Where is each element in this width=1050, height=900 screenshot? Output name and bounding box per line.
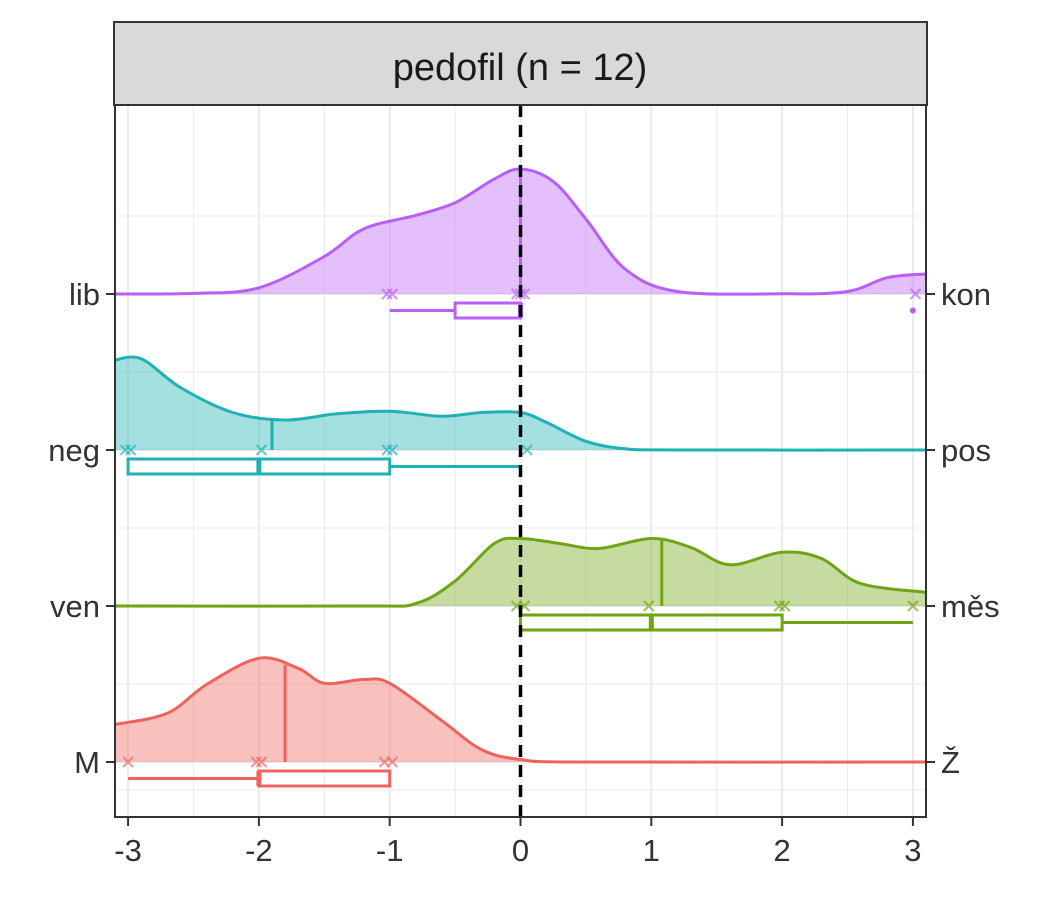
- y-tick-label-right: kon: [941, 277, 991, 312]
- data-point: [778, 600, 791, 612]
- y-tick-label-left: lib: [69, 277, 100, 312]
- y-tick-label-left: neg: [48, 433, 100, 468]
- density-line: [114, 536, 927, 608]
- density-line: [114, 656, 927, 764]
- x-tick-label: -3: [114, 833, 142, 868]
- data-point: [122, 756, 134, 768]
- y-tick-label-left: M: [74, 745, 100, 780]
- x-tick-label: 3: [904, 833, 921, 868]
- data-point: [909, 288, 922, 300]
- x-tick-label: 0: [512, 833, 529, 868]
- panel-strip: [113, 21, 928, 106]
- data-point: [386, 756, 399, 768]
- data-point: [907, 600, 919, 612]
- density-line: [114, 355, 927, 452]
- panel-title: pedofil (n = 12): [393, 47, 648, 89]
- y-tick-label-right: pos: [941, 433, 991, 468]
- y-tick-label-right: Ž: [941, 745, 960, 780]
- x-tick-label: 1: [643, 833, 660, 868]
- ridge-neg: [114, 355, 927, 476]
- box-outlier: [909, 307, 916, 314]
- data-point: [124, 444, 137, 456]
- ridge-M: [114, 656, 927, 788]
- y-tick-label-left: ven: [50, 589, 100, 624]
- data-point: [386, 444, 399, 456]
- y-tick-label-right: měs: [941, 589, 1000, 624]
- data-point: [255, 444, 268, 456]
- x-tick-label: 2: [773, 833, 790, 868]
- x-axis: -3 -2 -1 0 1 2 3: [114, 817, 922, 868]
- y-axis: lib kon neg pos ven měs M Ž: [48, 277, 999, 780]
- density-area: [115, 657, 926, 763]
- density-area: [115, 356, 926, 451]
- x-tick-label: -1: [376, 833, 404, 868]
- data-point: [521, 444, 533, 456]
- data-point: [386, 288, 399, 300]
- data-point: [255, 756, 268, 768]
- x-tick-label: -2: [245, 833, 273, 868]
- data-point: [642, 600, 655, 612]
